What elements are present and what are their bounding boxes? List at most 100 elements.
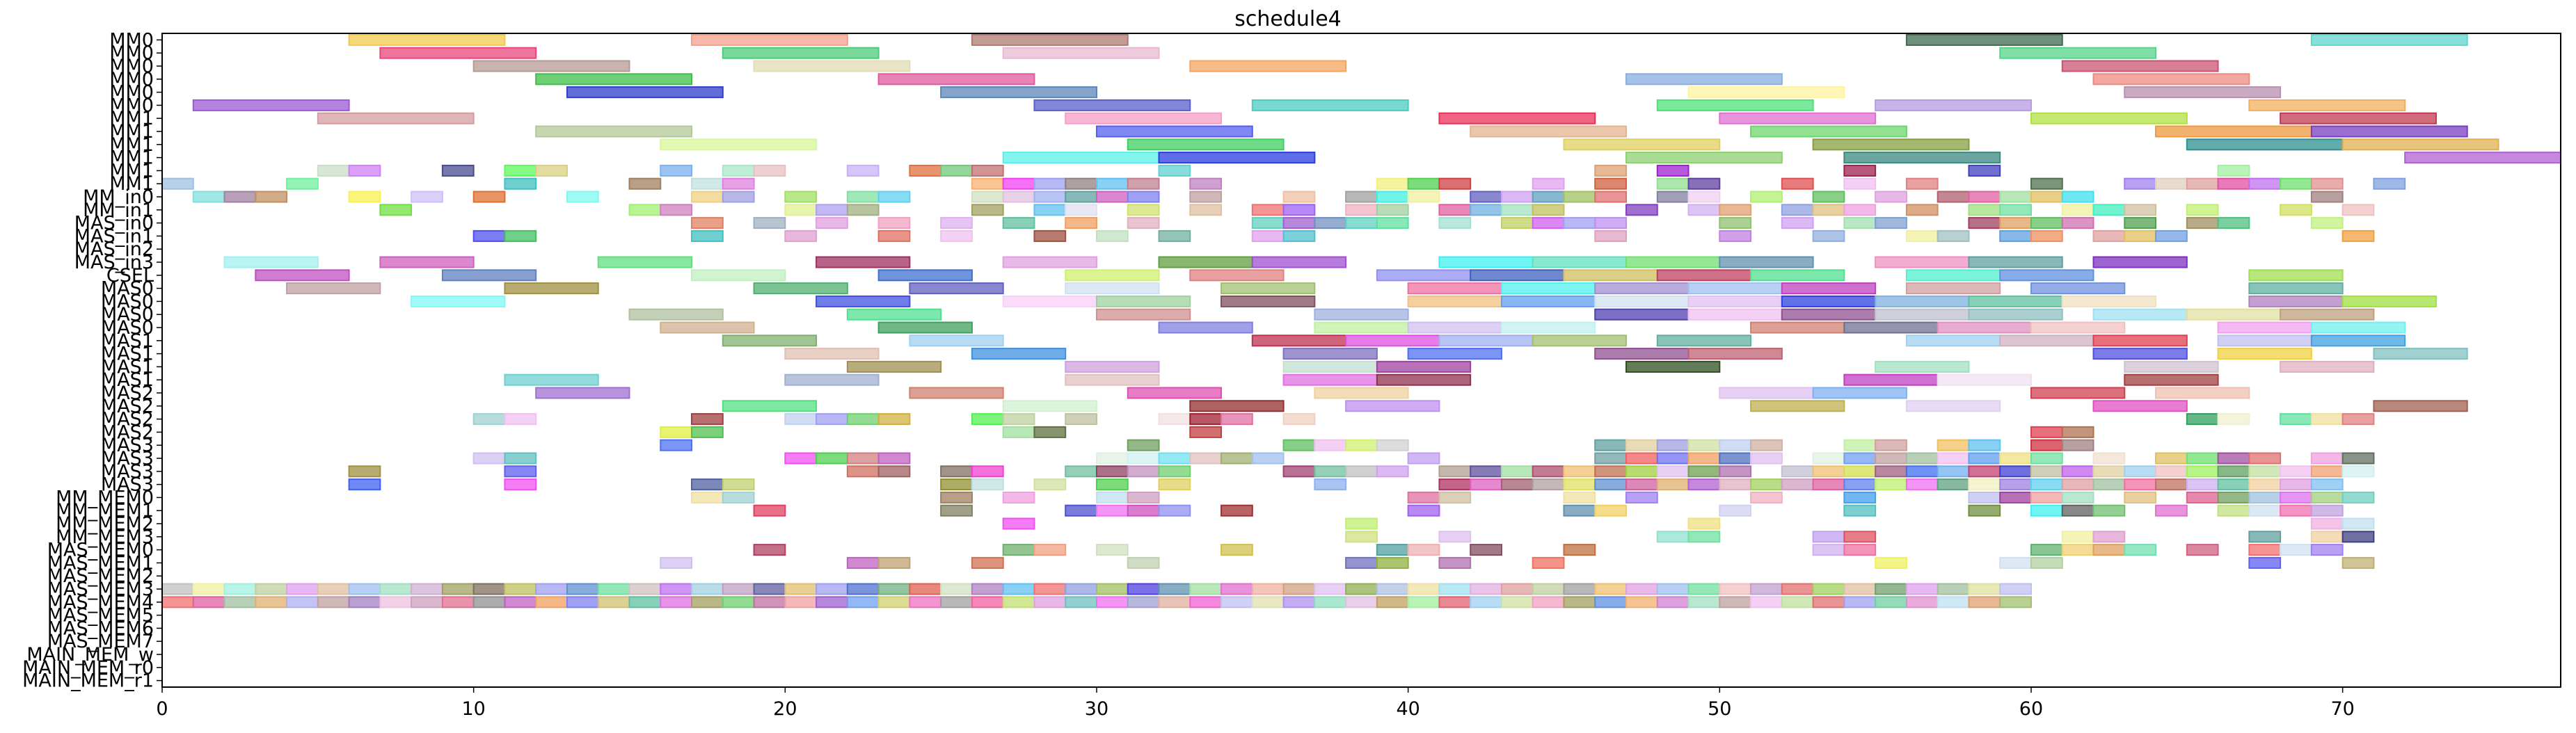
- task-bar: [2030, 556, 2063, 569]
- task-bar: [816, 295, 911, 307]
- task-bar: [1282, 439, 1316, 451]
- task-bar: [1937, 465, 1970, 478]
- task-bar: [722, 177, 755, 190]
- task-bar: [1127, 583, 1160, 595]
- y-tick-label: MAS1: [101, 344, 154, 365]
- task-bar: [1127, 596, 1160, 609]
- task-bar: [940, 164, 973, 177]
- x-tick-label: 50: [1708, 698, 1731, 720]
- task-bar: [1937, 478, 1970, 491]
- task-bar: [1812, 583, 1845, 595]
- task-bar: [1002, 544, 1035, 556]
- task-bar: [472, 452, 506, 465]
- task-bar: [1687, 596, 1721, 609]
- task-bar: [1500, 596, 1534, 609]
- y-tick-label: MM0: [109, 82, 154, 104]
- task-bar: [1438, 335, 1534, 347]
- task-bar: [1095, 504, 1129, 517]
- task-bar: [971, 596, 1004, 609]
- task-bar: [877, 465, 911, 478]
- task-bar: [535, 583, 568, 595]
- task-bar: [1719, 452, 1752, 465]
- task-bar: [971, 348, 1067, 360]
- task-bar: [691, 413, 724, 426]
- task-bar: [504, 177, 537, 190]
- task-bar: [441, 269, 537, 282]
- y-tick-label: MAS_in2: [74, 239, 154, 260]
- task-bar: [441, 164, 475, 177]
- task-bar: [1750, 439, 1783, 451]
- task-bar: [535, 73, 693, 86]
- task-bar: [566, 191, 599, 203]
- task-bar: [1095, 125, 1253, 138]
- task-bar: [1563, 583, 1596, 595]
- task-bar: [1750, 269, 1845, 282]
- task-bar: [846, 596, 880, 609]
- task-bar: [1376, 439, 1409, 451]
- task-bar: [1500, 321, 1596, 334]
- task-bar: [691, 217, 724, 229]
- y-tick-label: MM1: [109, 173, 154, 195]
- task-bar: [1656, 531, 1689, 543]
- task-bar: [2280, 177, 2312, 190]
- task-bar: [1251, 99, 1409, 111]
- task-bar: [2373, 177, 2406, 190]
- task-bar: [1158, 452, 1191, 465]
- task-bar: [1875, 217, 1907, 229]
- task-bar: [691, 596, 724, 609]
- task-bar: [1314, 596, 1347, 609]
- task-bar: [628, 596, 662, 609]
- task-bar: [1719, 465, 1752, 478]
- task-bar: [1937, 439, 1970, 451]
- task-bar: [1532, 217, 1565, 229]
- task-bar: [1968, 491, 2001, 504]
- task-bar: [1470, 204, 1502, 216]
- task-bar: [2124, 177, 2157, 190]
- task-bar: [379, 596, 413, 609]
- task-bar: [1002, 400, 1097, 412]
- task-bar: [192, 99, 350, 111]
- task-bar: [1500, 465, 1534, 478]
- task-bar: [1033, 191, 1067, 203]
- task-bar: [1033, 426, 1067, 438]
- y-tick-label: MM1: [109, 121, 154, 143]
- task-bar: [1968, 452, 2001, 465]
- task-bar: [1563, 138, 1721, 151]
- task-bar: [1905, 282, 2001, 295]
- task-bar: [1376, 177, 1409, 190]
- task-bar: [441, 583, 475, 595]
- task-bar: [1407, 348, 1502, 360]
- y-tick-label: MAS1: [101, 356, 154, 378]
- task-bar: [566, 583, 599, 595]
- task-bar: [1875, 596, 1907, 609]
- y-tick-label: MM1: [109, 160, 154, 182]
- task-bar: [379, 256, 475, 268]
- task-bar: [816, 452, 848, 465]
- task-bar: [971, 413, 1004, 426]
- task-bar: [722, 400, 818, 412]
- task-bar: [846, 465, 880, 478]
- task-bar: [784, 204, 818, 216]
- task-bar: [1625, 204, 1658, 216]
- x-tick-label: 70: [2330, 698, 2354, 720]
- task-bar: [1407, 177, 1440, 190]
- y-tick-label: MM1: [109, 147, 154, 169]
- y-tick-label: MM_in0: [83, 186, 154, 208]
- task-bar: [1719, 439, 1752, 451]
- task-bar: [223, 583, 257, 595]
- task-bar: [1968, 164, 2001, 177]
- task-bar: [223, 256, 319, 268]
- task-bar: [1532, 204, 1565, 216]
- task-bar: [2280, 465, 2312, 478]
- task-bar: [1127, 504, 1160, 517]
- task-bar: [1438, 491, 1472, 504]
- y-tick-label: MM0: [109, 29, 154, 51]
- task-bar: [1594, 504, 1628, 517]
- task-bar: [1127, 387, 1223, 399]
- task-bar: [1345, 583, 1378, 595]
- task-bar: [379, 583, 413, 595]
- task-bar: [753, 217, 786, 229]
- task-bar: [1065, 217, 1097, 229]
- task-bar: [1999, 478, 2032, 491]
- task-bar: [2092, 478, 2126, 491]
